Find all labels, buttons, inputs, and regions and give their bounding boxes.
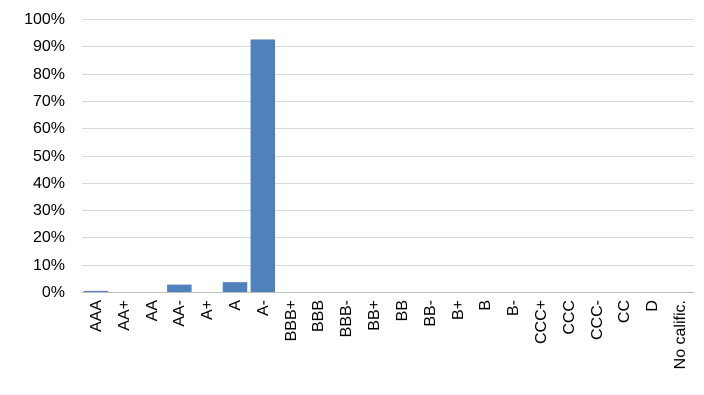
bar-a [222, 282, 248, 292]
x-tick-label: AA- [171, 300, 188, 327]
y-tick-label: 40% [33, 175, 65, 192]
y-tick-label: 10% [33, 257, 65, 274]
x-tick-label: B- [505, 300, 522, 316]
x-tick-label: CCC [561, 300, 578, 335]
x-axis-tick-labels: AAA AA+ AA AA- A+ A A- BBB+ BBB BBB- BB+ BB BB- B+ B B-… [88, 300, 689, 370]
x-tick-label: CCC+ [533, 300, 550, 344]
x-tick-label: A+ [199, 300, 216, 320]
x-tick-label: D [644, 300, 661, 312]
y-tick-label: 30% [33, 202, 65, 219]
x-tick-label: B [477, 300, 494, 311]
y-tick-label: 0% [42, 284, 65, 301]
y-tick-label: 90% [33, 38, 65, 55]
y-axis-tick-labels: 0% 10% 20% 30% 40% 50% 60% 70% 80% 90% 100% [24, 11, 65, 301]
bar-a- [250, 39, 276, 292]
x-tick-label: BBB+ [283, 300, 300, 341]
x-tick-label: BB- [422, 300, 439, 327]
bar-aa- [167, 284, 192, 292]
x-tick-label: CC [616, 300, 633, 323]
bar-aaa [83, 290, 109, 292]
y-tick-label: 80% [33, 66, 65, 83]
x-tick-label: BBB [310, 300, 327, 332]
y-tick-label: 50% [33, 148, 65, 165]
y-tick-label: 100% [24, 11, 65, 28]
gridlines [82, 19, 694, 266]
x-tick-label: B+ [450, 300, 467, 320]
x-tick-label: No calific. [672, 300, 689, 369]
x-tick-label: BB [394, 300, 411, 321]
x-tick-label: A [227, 300, 244, 311]
y-tick-label: 70% [33, 93, 65, 110]
y-tick-label: 20% [33, 229, 65, 246]
x-tick-label: BB+ [366, 300, 383, 331]
y-tick-label: 60% [33, 120, 65, 137]
x-tick-label: A- [255, 300, 272, 316]
x-tick-label: AA [144, 300, 161, 322]
x-tick-label: CCC- [589, 300, 606, 340]
x-tick-label: BBB- [338, 300, 355, 337]
bars [83, 39, 276, 292]
x-tick-label: AA+ [116, 300, 133, 331]
x-tick-label: AAA [88, 300, 105, 332]
